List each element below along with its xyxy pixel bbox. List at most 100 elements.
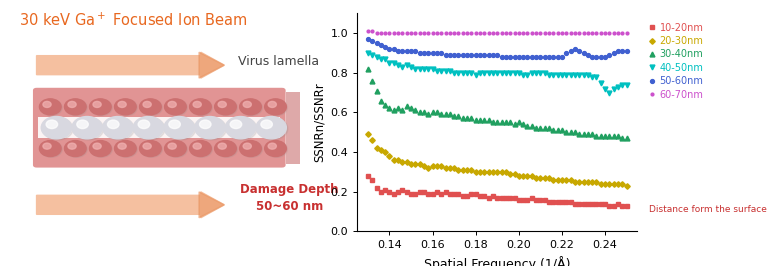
Circle shape	[227, 118, 257, 140]
10-20nm	[415, 190, 424, 193]
20-30nm	[622, 184, 631, 188]
Circle shape	[166, 141, 187, 157]
60-70nm	[523, 32, 532, 35]
Circle shape	[108, 120, 119, 128]
20-30nm	[588, 180, 597, 184]
30-40nm	[588, 133, 597, 136]
20-30nm	[502, 170, 511, 173]
60-70nm	[592, 32, 601, 35]
Circle shape	[103, 117, 133, 139]
Circle shape	[90, 140, 111, 156]
Circle shape	[118, 143, 126, 149]
Circle shape	[91, 100, 112, 116]
Circle shape	[214, 140, 237, 156]
40-50nm	[605, 91, 614, 94]
FancyArrow shape	[37, 192, 224, 218]
20-30nm	[518, 174, 528, 177]
FancyBboxPatch shape	[33, 88, 286, 168]
Circle shape	[134, 117, 164, 139]
60-70nm	[622, 32, 631, 35]
Line: 20-30nm: 20-30nm	[366, 132, 628, 188]
Circle shape	[46, 120, 58, 128]
50-60nm	[622, 49, 631, 53]
Circle shape	[193, 101, 201, 107]
Circle shape	[193, 143, 201, 149]
Circle shape	[164, 140, 186, 156]
Circle shape	[268, 101, 276, 107]
Circle shape	[77, 120, 88, 128]
30-40nm	[617, 137, 627, 140]
Legend: 10-20nm, 20-30nm, 30-40nm, 40-50nm, 50-60nm, 60-70nm: 10-20nm, 20-30nm, 30-40nm, 40-50nm, 50-6…	[648, 23, 703, 99]
Circle shape	[116, 141, 137, 157]
Circle shape	[65, 141, 88, 157]
30-40nm	[415, 111, 424, 114]
Circle shape	[218, 101, 227, 107]
Line: 40-50nm: 40-50nm	[366, 51, 629, 95]
Circle shape	[240, 141, 263, 157]
Circle shape	[243, 101, 251, 107]
Circle shape	[72, 117, 102, 139]
Circle shape	[93, 101, 101, 107]
FancyArrow shape	[37, 52, 224, 78]
Circle shape	[114, 99, 136, 115]
10-20nm	[518, 198, 528, 201]
Y-axis label: SSNRn/SSNRr: SSNRn/SSNRr	[313, 82, 326, 162]
Circle shape	[114, 140, 136, 156]
Circle shape	[91, 141, 112, 157]
Circle shape	[240, 100, 263, 116]
20-30nm	[454, 168, 463, 172]
Line: 50-60nm: 50-60nm	[366, 37, 628, 59]
40-50nm	[502, 71, 511, 74]
40-50nm	[588, 75, 597, 78]
Circle shape	[135, 118, 165, 140]
Circle shape	[90, 99, 111, 115]
40-50nm	[415, 67, 424, 70]
30-40nm	[454, 115, 463, 118]
30-40nm	[518, 123, 528, 126]
Circle shape	[230, 120, 242, 128]
Circle shape	[218, 143, 227, 149]
Bar	[38, 117, 280, 138]
50-60nm	[523, 55, 532, 59]
Circle shape	[41, 141, 62, 157]
Circle shape	[196, 118, 227, 140]
Circle shape	[166, 100, 187, 116]
60-70nm	[428, 32, 437, 35]
30-40nm	[424, 113, 433, 116]
Circle shape	[43, 143, 51, 149]
10-20nm	[622, 204, 631, 207]
Circle shape	[240, 99, 261, 115]
Circle shape	[140, 140, 161, 156]
Circle shape	[43, 118, 73, 140]
Circle shape	[194, 117, 225, 139]
Circle shape	[190, 99, 211, 115]
Circle shape	[266, 141, 287, 157]
Circle shape	[190, 140, 211, 156]
Circle shape	[216, 141, 237, 157]
Circle shape	[68, 143, 76, 149]
40-50nm	[622, 83, 631, 86]
Circle shape	[65, 140, 86, 156]
Line: 30-40nm: 30-40nm	[366, 66, 629, 141]
10-20nm	[454, 192, 463, 195]
Circle shape	[214, 99, 237, 115]
Circle shape	[143, 101, 151, 107]
30-40nm	[622, 137, 631, 140]
10-20nm	[363, 174, 372, 177]
10-20nm	[502, 196, 511, 199]
Circle shape	[74, 118, 104, 140]
Line: 60-70nm: 60-70nm	[365, 28, 630, 36]
Circle shape	[265, 140, 286, 156]
Circle shape	[116, 100, 137, 116]
Circle shape	[39, 140, 61, 156]
Circle shape	[168, 143, 177, 149]
Circle shape	[141, 141, 162, 157]
Circle shape	[169, 120, 180, 128]
Circle shape	[65, 99, 86, 115]
50-60nm	[454, 53, 463, 57]
60-70nm	[458, 32, 468, 35]
Circle shape	[257, 118, 288, 140]
Circle shape	[216, 100, 237, 116]
Circle shape	[68, 101, 76, 107]
20-30nm	[415, 163, 424, 166]
